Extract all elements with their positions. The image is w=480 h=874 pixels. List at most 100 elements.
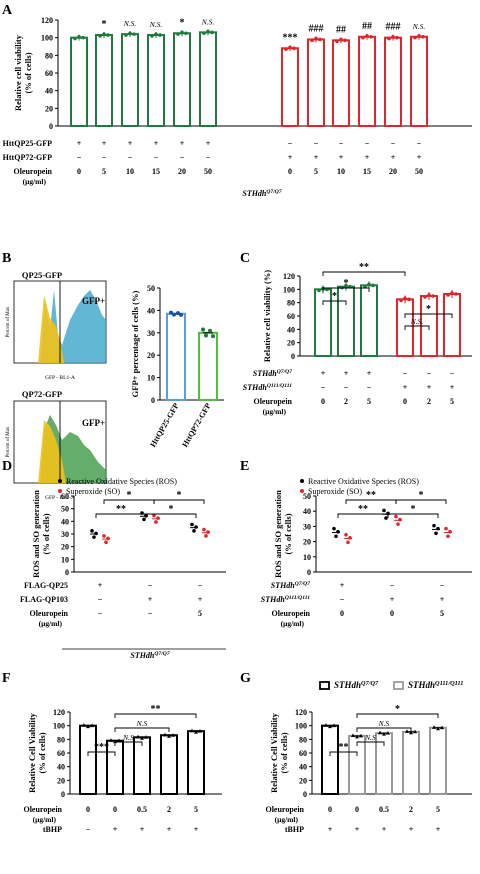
panel-e-bracket: **: [337, 504, 389, 518]
panel-e-row-cell: +: [440, 595, 445, 604]
panel-f-point: [82, 723, 86, 727]
panel-c-row-cell: −: [367, 383, 372, 392]
panel-e-so-point: [446, 534, 450, 539]
panel-c-row-label: STHdhQ7/Q7: [253, 369, 292, 378]
panel-a-point: [310, 38, 314, 43]
panel-g-bracket-label: *: [395, 704, 400, 715]
panel-b-bar: [198, 331, 218, 401]
panel-f-y-label-units: (% of cells): [37, 732, 47, 773]
panel-d-ros-point: [142, 517, 146, 522]
panel-a-point: [180, 30, 184, 35]
panel-g-row-cell: 2: [409, 805, 413, 814]
panel-c-row-cell: +: [367, 369, 372, 378]
panel-b-y-tick-label: 0: [151, 396, 155, 405]
panel-f-row-cell: 5: [194, 805, 198, 814]
panel-c-point: [423, 295, 427, 299]
panel-a-annotation: N.S.: [201, 17, 215, 26]
panel-e-ros-point: [336, 529, 340, 534]
panel-a-row-cell: 0: [77, 167, 81, 176]
panel-a-row-cell: −: [417, 139, 422, 148]
panel-a-row-cell: −: [314, 139, 319, 148]
panel-e-bracket-line: [395, 499, 447, 504]
panel-a-annotation: ##: [336, 24, 346, 35]
panel-a-row-cell: +: [339, 153, 344, 162]
panel-a-y-tick-label: 40: [45, 87, 53, 96]
panel-e-y-tick-label: 50: [303, 492, 311, 501]
panel-e-y-label: ROS and SO generation: [273, 490, 283, 578]
panel-f-point: [144, 735, 148, 739]
panel-b-category: HttQP72-GFP: [180, 401, 213, 448]
panel-c-row-cell: −: [427, 369, 432, 378]
panel-f-row-label: tBHP: [43, 825, 62, 834]
panel-e-ros-point: [436, 526, 440, 531]
panel-f-y-tick-label: 0: [61, 790, 65, 799]
panel-f-row-cell: 0: [113, 805, 117, 814]
panel-a-annotation: ##: [362, 21, 372, 32]
panel-e-row-label: Oleuropein: [271, 609, 310, 618]
panel-e-so-point: [394, 514, 398, 519]
panel-a-row-cell: +: [288, 153, 293, 162]
panel-a-point: [184, 31, 188, 36]
panel-g-bracket-line: [356, 713, 439, 718]
panel-d-y-tick-label: 10: [61, 555, 69, 564]
panel-f-point: [90, 723, 94, 728]
panel-c-row-cell: −: [344, 383, 349, 392]
panel-g-bracket-line: [356, 741, 385, 746]
panel-a-bar: [173, 32, 191, 127]
panel-a-point: [150, 34, 154, 38]
panel-b-point: [179, 312, 183, 317]
panel-b-point: [204, 333, 208, 338]
panel-g-row-label: Oleuropein: [265, 805, 304, 814]
panel-g-bracket-label: **: [339, 742, 349, 753]
panel-c-row-cell: +: [427, 383, 432, 392]
panel-g-row-cell: +: [328, 825, 333, 834]
panel-e-ros-point: [382, 508, 386, 513]
panel-f-row-label-units: (μg/ml): [33, 815, 57, 824]
panel-c-point: [367, 282, 371, 287]
panel-g-bracket-label: N.S: [378, 719, 390, 728]
panel-g-row-cell: 5: [436, 805, 440, 814]
panel-d-ros-point: [192, 529, 196, 533]
panel-f-y-tick-label: 20: [57, 776, 65, 785]
panel-c-y-axis: 0 20 40 60 80 100 120: [283, 272, 301, 361]
panel-f-y-tick-label: 40: [57, 763, 65, 772]
flow-xlabel-qp25: GFP - BL1-A: [45, 375, 75, 381]
panel-a-row-cell: −: [339, 139, 344, 148]
panel-d-bracket: **: [95, 504, 147, 518]
panel-c-point: [454, 292, 458, 296]
panel-a-point: [413, 35, 417, 40]
panel-g-bracket-line: [329, 751, 358, 756]
panel-a-row-cell: −: [391, 139, 396, 148]
panel-c-row-cell: +: [321, 369, 326, 378]
panel-a-point: [361, 35, 365, 40]
panel-c-point: [431, 294, 435, 298]
panel-c-bracket: N.S.: [404, 317, 430, 330]
panel-c-bracket-label: *: [426, 304, 431, 315]
panel-f-bracket-label: N.S: [122, 733, 134, 742]
panel-d-row-cell: −: [148, 609, 153, 618]
panel-f-y-tick-label: 120: [53, 708, 65, 717]
panel-e-bracket: *: [395, 490, 447, 504]
panel-a-row-cell: 0: [288, 167, 292, 176]
panel-a-row-cell: 10: [337, 167, 345, 176]
flow-gate-qp25: GFP+: [82, 296, 105, 306]
panel-e-legend-label: Superoxide (SO): [308, 487, 362, 496]
panel-g-point: [413, 729, 417, 734]
panel-letter-c: C: [240, 251, 250, 266]
panel-g-bracket-label: N.S: [364, 733, 376, 742]
panel-a-row-cell: −: [102, 153, 107, 162]
panel-c-row-cell: −: [450, 369, 455, 378]
panel-f-bracket-label: **: [151, 704, 161, 715]
panel-d-row-label: FLAG-QP25: [24, 581, 68, 590]
panel-a-row-cell: +: [180, 139, 185, 148]
panel-f-bracket-line: [87, 751, 116, 756]
panel-b-y-tick-label: 30: [147, 329, 155, 338]
panel-c-point: [446, 293, 450, 297]
panel-e-row-cell: −: [340, 595, 345, 604]
panel-c-row-cell: −: [321, 383, 326, 392]
panel-e-so-point: [346, 540, 350, 545]
panel-c-row-cell: 2: [427, 397, 431, 406]
panel-d-bracket-label: **: [116, 504, 126, 515]
panel-a-point: [202, 31, 206, 36]
panel-d-y-label-units: (% of cells): [41, 513, 51, 554]
